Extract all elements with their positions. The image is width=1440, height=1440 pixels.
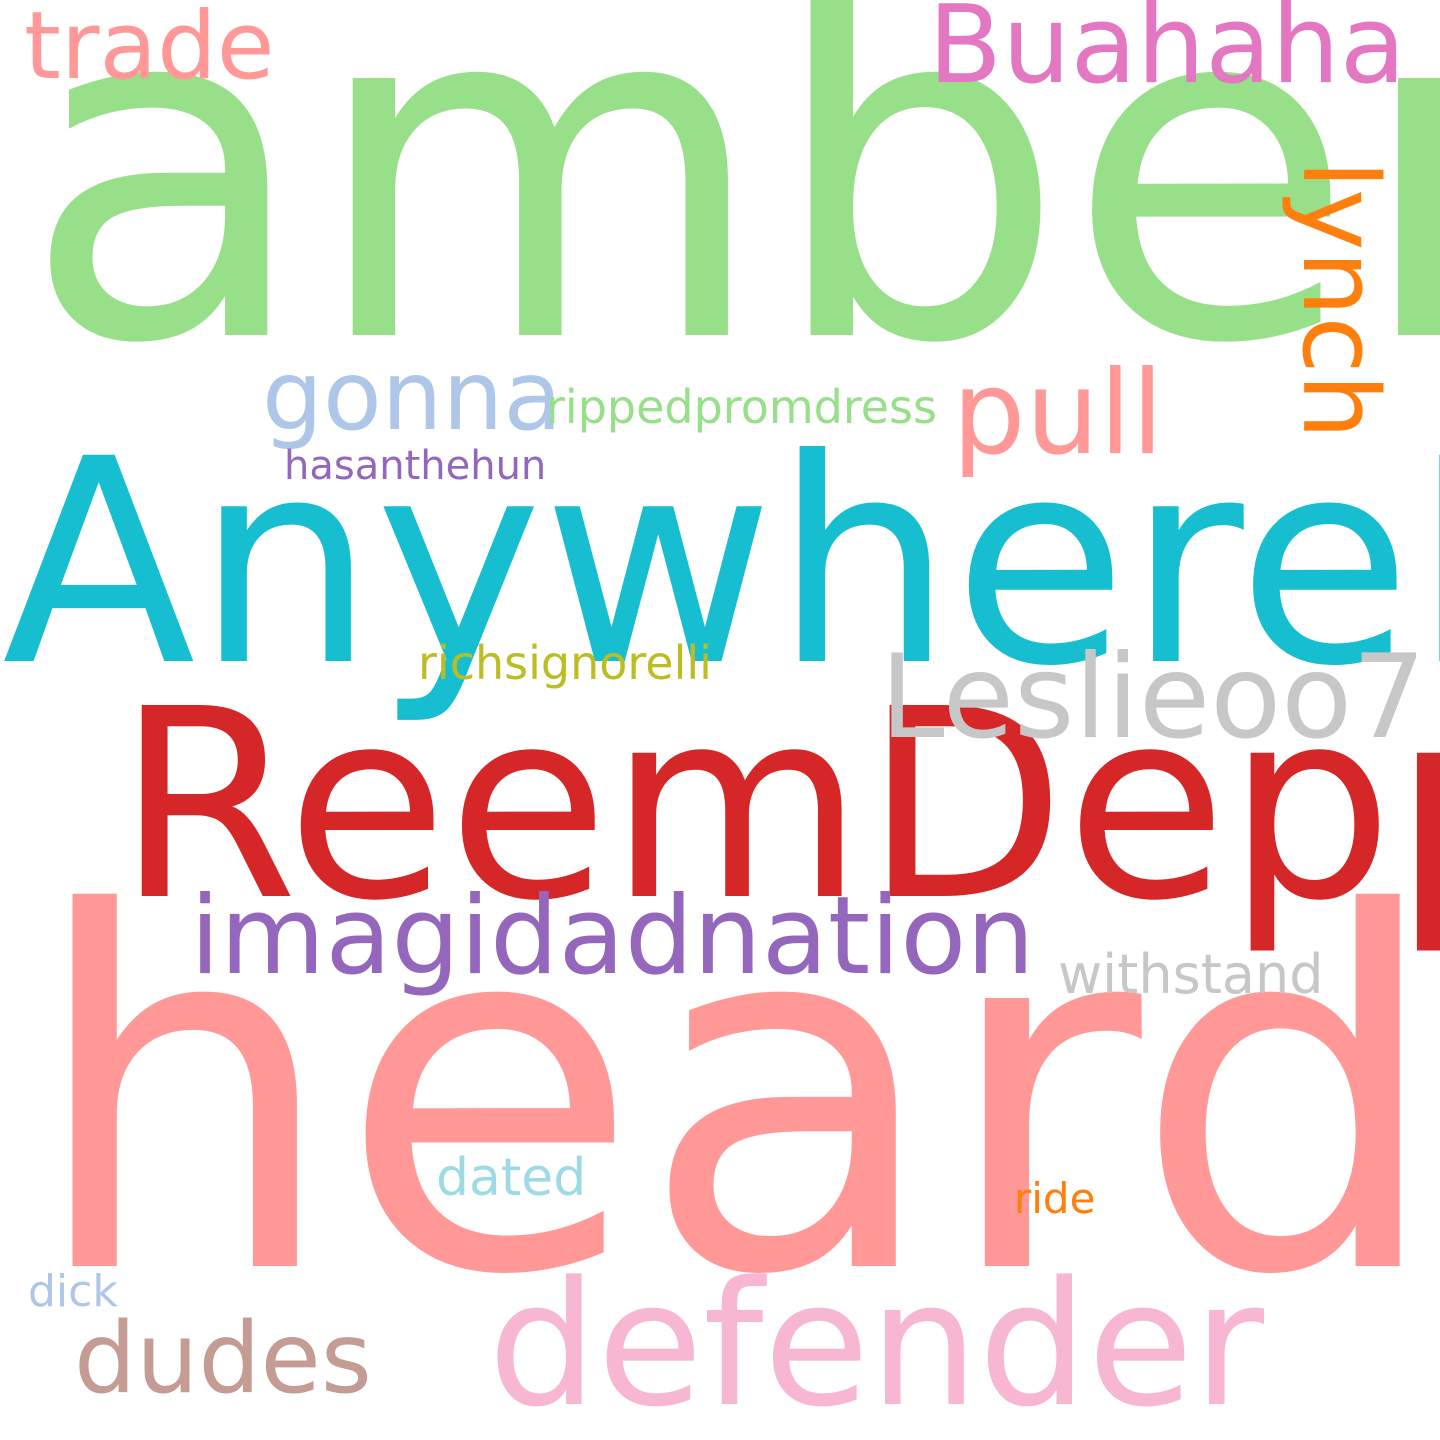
- word-anywheren: AnywhereN: [2, 398, 1440, 728]
- word-amber: amber: [22, 0, 1440, 446]
- word-defender: defender: [488, 1244, 1265, 1440]
- word-hasanthehun: hasanthehun: [284, 443, 547, 489]
- word-trade: trade: [24, 0, 275, 101]
- word-rippedpromdress: rippedpromdress: [546, 380, 937, 434]
- word-gonna: gonna: [262, 340, 563, 452]
- word-dudes: dudes: [74, 1302, 372, 1416]
- word-heard: heard: [28, 811, 1440, 1382]
- word-dated: dated: [436, 1148, 587, 1208]
- word-leslieoo7: Leslieoo7: [880, 630, 1426, 765]
- word-reemdepp: ReemDepp: [116, 653, 1440, 958]
- word-imagidadnation: imagidadnation: [190, 874, 1035, 999]
- word-pull: pull: [952, 346, 1164, 481]
- word-ride: ride: [1014, 1174, 1096, 1223]
- word-richsignorelli: richsignorelli: [418, 636, 712, 690]
- word-lynch: lynch: [1279, 160, 1401, 440]
- word-dick: dick: [28, 1266, 118, 1317]
- word-withstand: withstand: [1058, 943, 1324, 1006]
- word-buahaha: Buahaha: [928, 0, 1406, 108]
